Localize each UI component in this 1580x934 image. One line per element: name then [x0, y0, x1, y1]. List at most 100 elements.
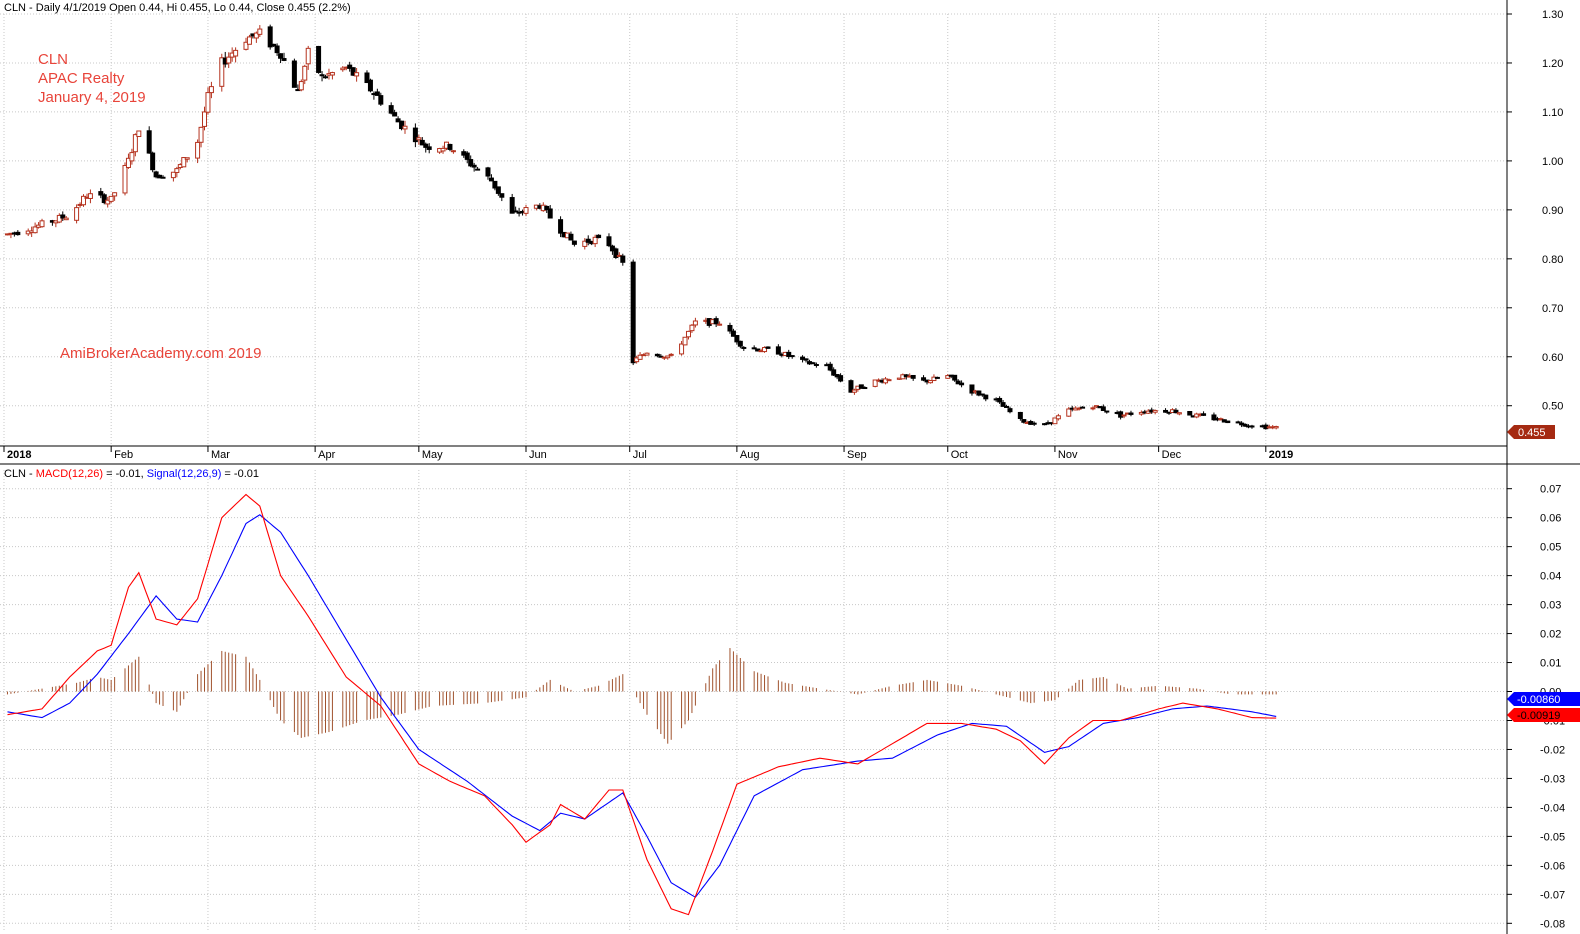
- price-candle-body: [1076, 407, 1082, 410]
- price-candle-body: [98, 191, 104, 196]
- price-candle-body: [181, 157, 187, 168]
- price-candle-body: [354, 72, 360, 77]
- price-candle-body: [689, 324, 695, 332]
- price-candle-body: [402, 125, 408, 130]
- price-candle-body: [685, 330, 691, 338]
- price-candle-body: [1007, 408, 1013, 413]
- price-candle-body: [910, 374, 916, 379]
- x-tick-label: Mar: [211, 449, 230, 461]
- price-candle-body: [132, 134, 138, 153]
- watermark: AmiBrokerAcademy.com 2019: [60, 345, 261, 362]
- price-candle-body: [1055, 415, 1061, 420]
- price-candle-body: [323, 76, 328, 79]
- price-y-tick-label: 0.50: [1542, 401, 1563, 413]
- x-tick-label: Jul: [633, 449, 647, 461]
- price-candle-body: [1201, 413, 1207, 416]
- price-candle-body: [813, 364, 819, 367]
- price-candle-body: [1004, 405, 1010, 408]
- price-candle-body: [278, 53, 284, 59]
- price-candle-body: [1128, 412, 1134, 415]
- price-candle-body: [571, 240, 577, 245]
- price-candle-body: [547, 208, 553, 219]
- price-candle-body: [872, 379, 878, 387]
- price-candle-body: [329, 72, 335, 76]
- price-candle-body: [1031, 422, 1037, 425]
- price-candle-body: [74, 207, 80, 221]
- price-candle-body: [1152, 409, 1158, 413]
- price-candle-body: [927, 380, 933, 384]
- price-candle-body: [827, 363, 833, 371]
- price-candle-body: [1242, 423, 1248, 427]
- price-candle-body: [488, 177, 494, 182]
- price-candle-body: [281, 58, 287, 61]
- price-y-tick-label: 0.90: [1542, 205, 1563, 217]
- price-candle-body: [101, 194, 107, 204]
- price-candle-body: [679, 343, 685, 355]
- price-candle-body: [340, 67, 346, 71]
- price-y-tick-label: 0.60: [1542, 352, 1563, 364]
- price-candle-body: [959, 382, 965, 386]
- time-x-axis: 2018 Feb Mar Apr May Jun Jul Aug Sep Oct Nov Dec 201…: [0, 445, 1507, 461]
- x-tick-label: Nov: [1058, 449, 1078, 461]
- price-candle-body: [253, 32, 259, 39]
- price-y-tick-label: 1.20: [1542, 58, 1563, 70]
- price-candle-body: [606, 236, 612, 247]
- price-candle-body: [56, 214, 62, 223]
- price-candle-body: [63, 217, 69, 221]
- price-candle-body: [810, 362, 816, 365]
- price-candle-body: [997, 397, 1003, 403]
- annotation-date: January 4, 2019: [38, 89, 146, 106]
- price-candle-body: [1052, 417, 1058, 425]
- price-candle-body: [848, 380, 854, 393]
- macd-y-axis: 0.070.060.050.040.030.020.010.00-0.01-0.…: [1506, 464, 1565, 934]
- price-candle-body: [15, 231, 21, 236]
- price-candle-body: [737, 340, 743, 347]
- macd-y-tick-label: 0.06: [1540, 513, 1561, 525]
- macd-y-tick-label: 0.07: [1540, 484, 1561, 496]
- price-chart-title: CLN - Daily 4/1/2019 Open 0.44, Hi 0.455…: [4, 2, 351, 14]
- price-candle-body: [682, 336, 688, 346]
- price-candle-body: [509, 197, 515, 214]
- price-y-tick-label: 1.00: [1542, 156, 1563, 168]
- price-candle-body: [202, 111, 208, 127]
- price-candle-body: [945, 375, 951, 379]
- price-candle-body: [464, 152, 470, 160]
- price-candle-body: [630, 261, 636, 364]
- price-candle-body: [513, 210, 519, 213]
- price-candle-body: [1080, 406, 1086, 409]
- price-candle-body: [267, 26, 273, 48]
- price-y-tick-label: 0.80: [1542, 254, 1563, 266]
- price-candle-body: [450, 150, 456, 153]
- macd-y-tick-label: -0.02: [1540, 744, 1565, 756]
- price-candle-body: [851, 389, 857, 393]
- macd-y-tick-label: 0.04: [1540, 571, 1561, 583]
- price-candle-body: [592, 236, 598, 245]
- x-tick-label: Oct: [951, 449, 968, 461]
- macd-header: CLN - MACD(12,26) = -0.01, Signal(12,26,…: [4, 468, 259, 480]
- price-candle-body: [495, 186, 501, 194]
- price-candle-body: [1021, 419, 1027, 423]
- price-candle-body: [862, 387, 868, 390]
- price-candle-body: [423, 143, 429, 148]
- price-y-tick-label: 1.10: [1542, 107, 1563, 119]
- price-candle-body: [544, 205, 550, 211]
- x-tick-label: Dec: [1162, 449, 1182, 461]
- price-candle-body: [921, 377, 927, 381]
- price-candles: [4, 24, 1279, 430]
- price-candle-body: [800, 356, 806, 360]
- price-candle-body: [765, 346, 771, 349]
- price-candle-body: [886, 379, 892, 382]
- price-candle-body: [1187, 411, 1193, 416]
- price-candle-body: [1225, 420, 1231, 424]
- price-candle-body: [226, 56, 232, 64]
- price-candle-body: [468, 159, 474, 167]
- macd-y-tick-label: -0.04: [1540, 802, 1565, 814]
- price-y-tick-label: 1.30: [1542, 9, 1563, 21]
- price-candle-body: [979, 393, 985, 396]
- price-candle-body: [1163, 409, 1169, 413]
- price-candle-body: [271, 43, 277, 47]
- price-candle-body: [246, 36, 252, 45]
- x-tick-label: 2019: [1269, 449, 1293, 461]
- price-candle-body: [492, 180, 498, 189]
- price-candle-body: [367, 79, 373, 92]
